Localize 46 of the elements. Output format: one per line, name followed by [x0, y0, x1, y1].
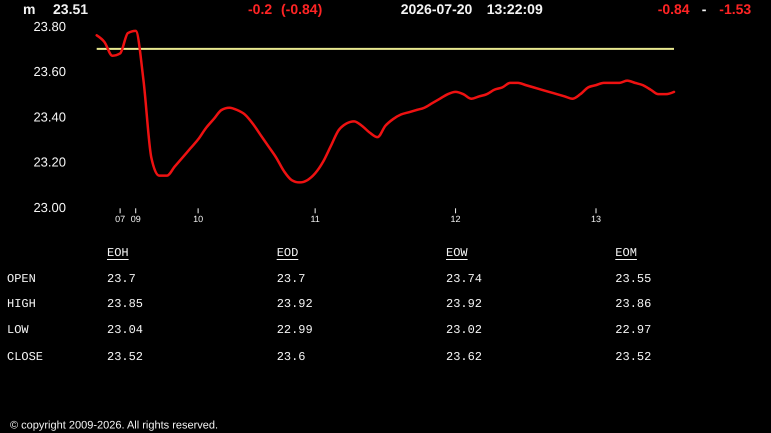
- chart-title: m: [23, 1, 36, 17]
- text: 23.7: [276, 272, 306, 286]
- text: 23.04: [107, 323, 144, 337]
- x-tick-label: 13: [590, 214, 601, 224]
- text: -: [702, 1, 706, 17]
- text: 22.97: [615, 323, 652, 337]
- text: EOW: [446, 246, 468, 260]
- text: -1.53: [719, 1, 752, 17]
- text: EOH: [107, 246, 129, 260]
- text: 23.92: [276, 297, 313, 312]
- text: 13:22:09: [486, 1, 543, 17]
- text: -0.84: [658, 1, 690, 17]
- text: 23.52: [615, 350, 652, 364]
- x-tick-label: 09: [130, 214, 141, 224]
- text: EOM: [615, 246, 637, 260]
- y-tick-label: 23.20: [33, 154, 66, 170]
- y-tick-label: 23.60: [33, 64, 66, 80]
- text: -0.2: [248, 1, 272, 17]
- text: 23.85: [107, 297, 144, 312]
- text: 23.6: [276, 350, 306, 364]
- text: CLOSE: [7, 350, 44, 364]
- text: 23.74: [446, 272, 482, 286]
- text: 23.55: [615, 272, 652, 286]
- text: 2026-07-20: [400, 1, 472, 17]
- text: 23.86: [615, 297, 652, 312]
- y-tick-label: 23.40: [33, 109, 66, 124]
- text: © copyright 2009-2026. All rights reserved.: [10, 420, 218, 432]
- text: 23.51: [53, 1, 88, 17]
- x-tick-label: 10: [193, 214, 204, 224]
- x-tick-label: 07: [115, 214, 126, 224]
- text: 23.7: [107, 272, 136, 286]
- text: (-0.84): [281, 1, 322, 17]
- text: EOD: [276, 246, 298, 260]
- text: 23.62: [446, 350, 482, 364]
- text: HIGH: [7, 297, 36, 312]
- text: 23.92: [446, 297, 482, 312]
- x-tick-label: 12: [450, 214, 461, 224]
- x-tick-label: 11: [310, 214, 320, 224]
- y-tick-label: 23.00: [33, 200, 66, 215]
- text: OPEN: [7, 272, 36, 286]
- text: 22.99: [276, 323, 313, 337]
- text: 23.52: [107, 350, 144, 364]
- text: 23.02: [446, 323, 482, 337]
- y-tick-label: 23.80: [33, 18, 66, 34]
- text: LOW: [7, 323, 29, 337]
- line-series: [95, 30, 676, 184]
